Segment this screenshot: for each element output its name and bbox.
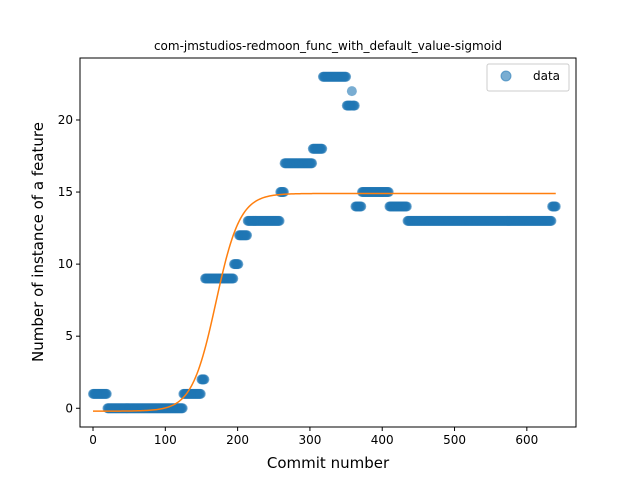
- x-tick-label: 100: [154, 433, 177, 447]
- x-tick-label: 500: [443, 433, 466, 447]
- y-tick-label: 15: [58, 185, 73, 199]
- y-tick-label: 20: [58, 113, 73, 127]
- x-tick-label: 400: [371, 433, 394, 447]
- axis-ticks: 0 100 200 300 400 500 600 0 5 10 15 20: [58, 113, 539, 447]
- data-point: [195, 388, 206, 399]
- data-point: [346, 86, 357, 97]
- y-tick-label: 5: [65, 329, 73, 343]
- data-point: [199, 374, 210, 385]
- data-point: [307, 158, 318, 169]
- y-axis-label: Number of instance of a feature: [29, 122, 47, 362]
- data-point: [274, 215, 285, 226]
- data-point: [101, 388, 112, 399]
- data-point: [278, 187, 289, 198]
- legend-label-data: data: [533, 69, 560, 83]
- legend-marker-data: [500, 70, 512, 82]
- chart-title: com-jmstudios-redmoon_func_with_default_…: [154, 39, 502, 53]
- x-axis-label: Commit number: [267, 454, 390, 472]
- x-tick-label: 200: [226, 433, 249, 447]
- data-point: [550, 201, 561, 212]
- data-point: [356, 201, 367, 212]
- data-point: [317, 143, 328, 154]
- data-point: [349, 100, 360, 111]
- legend: data: [486, 63, 570, 92]
- data-point: [242, 230, 253, 241]
- sigmoid-fit-line: [93, 192, 556, 412]
- data-point: [383, 187, 394, 198]
- x-tick-label: 300: [298, 433, 321, 447]
- data-point: [546, 215, 557, 226]
- data-point: [228, 273, 239, 284]
- y-tick-label: 0: [65, 401, 73, 415]
- y-tick-label: 10: [58, 257, 73, 271]
- data-point: [401, 201, 412, 212]
- axes-frame: [79, 57, 577, 428]
- data-point: [233, 259, 244, 270]
- x-tick-label: 600: [515, 433, 538, 447]
- plot-area: [88, 71, 561, 414]
- data-point: [177, 403, 188, 414]
- x-tick-label: 0: [89, 433, 97, 447]
- data-point: [341, 71, 352, 82]
